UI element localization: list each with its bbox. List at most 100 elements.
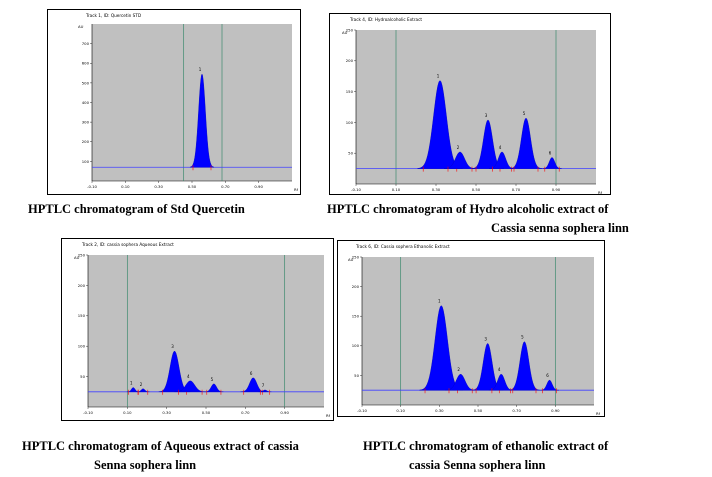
x-tick-label: 0.10: [121, 184, 130, 189]
x-tick-label: 0.50: [472, 187, 481, 192]
caption-std-quercetin: HPTLC chromatogram of Std Quercetin: [28, 200, 245, 219]
chromatogram-panel-std-quercetin: Track 1, ID: Quercetin STD AU 100 200 300 400…: [47, 9, 301, 195]
x-tick-label: 0.70: [241, 410, 250, 415]
chromatogram-chart: Track 6, ID: Cassia sophera Ethanolic Ex…: [348, 244, 601, 416]
x-tick-label: 0.70: [512, 408, 521, 413]
peak-label: 1: [438, 299, 441, 304]
peak: [189, 73, 215, 168]
caption-aqueous: HPTLC chromatogram of Aqueous extract of…: [22, 437, 299, 475]
x-tick-label: 0.30: [432, 187, 441, 192]
chromatogram-chart: Track 4, ID: Hydroalcoholic Extract AU 50 1…: [342, 17, 603, 195]
x-unit-label: Rf: [294, 187, 299, 192]
x-tick-label: 0.10: [396, 408, 405, 413]
y-tick-label: 100: [82, 159, 90, 164]
y-unit-label: AU: [74, 255, 80, 260]
peak-label: 5: [211, 377, 214, 382]
peak-label: 3: [484, 336, 487, 341]
y-tick-label: 150: [78, 313, 86, 318]
x-tick-label: 0.90: [280, 410, 289, 415]
y-tick-label: 100: [346, 120, 354, 125]
y-tick-label: 250: [346, 27, 354, 32]
plot-area: [92, 24, 292, 181]
chart-header: Track 2, ID: cassia sophera Aqueous Extr…: [81, 242, 174, 247]
y-tick-label: 200: [346, 58, 354, 63]
x-tick-label: 0.90: [552, 187, 561, 192]
caption-line-2: Senna sophera linn: [94, 458, 197, 472]
y-tick-label: 250: [352, 254, 360, 259]
x-tick-label: 0.70: [512, 187, 521, 192]
y-tick-label: 200: [78, 283, 86, 288]
plot-area: [88, 255, 324, 407]
y-tick-label: 50: [354, 373, 359, 378]
y-tick-label: 150: [352, 314, 360, 319]
y-tick-label: 300: [82, 120, 90, 125]
chromatogram-panel-hydro-alcoholic: Track 4, ID: Hydroalcoholic Extract AU 50 1…: [329, 13, 611, 195]
y-tick-label: 200: [82, 139, 90, 144]
caption-line-2: Cassia senna sophera linn: [491, 221, 629, 235]
peak-label: 6: [549, 151, 552, 156]
caption-hydro-alcoholic: HPTLC chromatogram of Hydro alcoholic ex…: [327, 200, 629, 238]
caption-line-2: cassia Senna sophera linn: [409, 458, 546, 472]
chromatogram-chart: Track 1, ID: Quercetin STD AU 100 200 300 400…: [78, 13, 299, 192]
y-tick-label: 50: [80, 374, 85, 379]
y-tick-label: 100: [352, 343, 360, 348]
x-tick-label: -0.10: [83, 410, 93, 415]
x-tick-label: -0.10: [87, 184, 97, 189]
x-tick-label: 0.50: [202, 410, 211, 415]
peak-label: 4: [498, 367, 501, 372]
y-unit-label: AU: [342, 30, 348, 35]
chromatogram-chart: Track 2, ID: cassia sophera Aqueous Extr…: [74, 242, 331, 418]
x-tick-label: 0.90: [551, 408, 560, 413]
y-tick-label: 600: [82, 61, 90, 66]
peak-label: 6: [250, 371, 253, 376]
caption-line-1: HPTLC chromatogram of Hydro alcoholic ex…: [327, 202, 609, 216]
caption-line-1: HPTLC chromatogram of Aqueous extract of…: [22, 439, 299, 453]
chart-header: Track 6, ID: Cassia sophera Ethanolic Ex…: [355, 244, 450, 249]
x-tick-label: 0.10: [392, 187, 401, 192]
y-tick-label: 700: [82, 41, 90, 46]
peak-label: 1: [199, 67, 202, 72]
peak-label: 3: [171, 344, 174, 349]
x-unit-label: Rf: [596, 411, 601, 416]
plot-area: [356, 30, 596, 184]
y-unit-label: AU: [78, 24, 84, 29]
peak-label: 5: [523, 111, 526, 116]
peak-label: 3: [485, 113, 488, 118]
x-tick-label: 0.30: [154, 184, 163, 189]
peak-label: 4: [187, 374, 190, 379]
peak-label: 4: [499, 145, 502, 150]
x-tick-label: 0.30: [162, 410, 171, 415]
peak-label: 1: [130, 381, 133, 386]
x-unit-label: Rf: [326, 413, 331, 418]
y-tick-label: 50: [348, 151, 353, 156]
y-tick-label: 200: [352, 284, 360, 289]
peak-label: 2: [140, 382, 143, 387]
caption-line-1: HPTLC chromatogram of ethanolic extract …: [363, 439, 609, 453]
peak-label: 5: [521, 335, 524, 340]
y-tick-label: 500: [82, 80, 90, 85]
caption-ethanolic: HPTLC chromatogram of ethanolic extract …: [363, 437, 608, 475]
x-tick-label: 0.70: [221, 184, 230, 189]
x-tick-label: 0.90: [254, 184, 263, 189]
peak-label: 6: [546, 373, 549, 378]
x-tick-label: -0.10: [351, 187, 361, 192]
caption-line-1: HPTLC chromatogram of Std Quercetin: [28, 202, 245, 216]
y-tick-label: 150: [346, 89, 354, 94]
peak-label: 7: [262, 383, 265, 388]
peak-label: 1: [437, 74, 440, 79]
chart-header: Track 1, ID: Quercetin STD: [85, 13, 141, 18]
x-tick-label: -0.10: [357, 408, 367, 413]
chromatogram-panel-ethanolic: Track 6, ID: Cassia sophera Ethanolic Ex…: [337, 240, 605, 417]
x-tick-label: 0.30: [435, 408, 444, 413]
x-tick-label: 0.10: [123, 410, 132, 415]
chromatogram-panel-aqueous: Track 2, ID: cassia sophera Aqueous Extr…: [61, 238, 334, 421]
x-unit-label: Rf: [598, 190, 603, 195]
x-tick-label: 0.50: [474, 408, 483, 413]
y-tick-label: 250: [78, 252, 86, 257]
x-tick-label: 0.50: [188, 184, 197, 189]
y-tick-label: 400: [82, 100, 90, 105]
peak-label: 2: [457, 367, 460, 372]
y-unit-label: AU: [348, 257, 354, 262]
y-tick-label: 100: [78, 344, 86, 349]
chart-header: Track 4, ID: Hydroalcoholic Extract: [349, 17, 422, 22]
